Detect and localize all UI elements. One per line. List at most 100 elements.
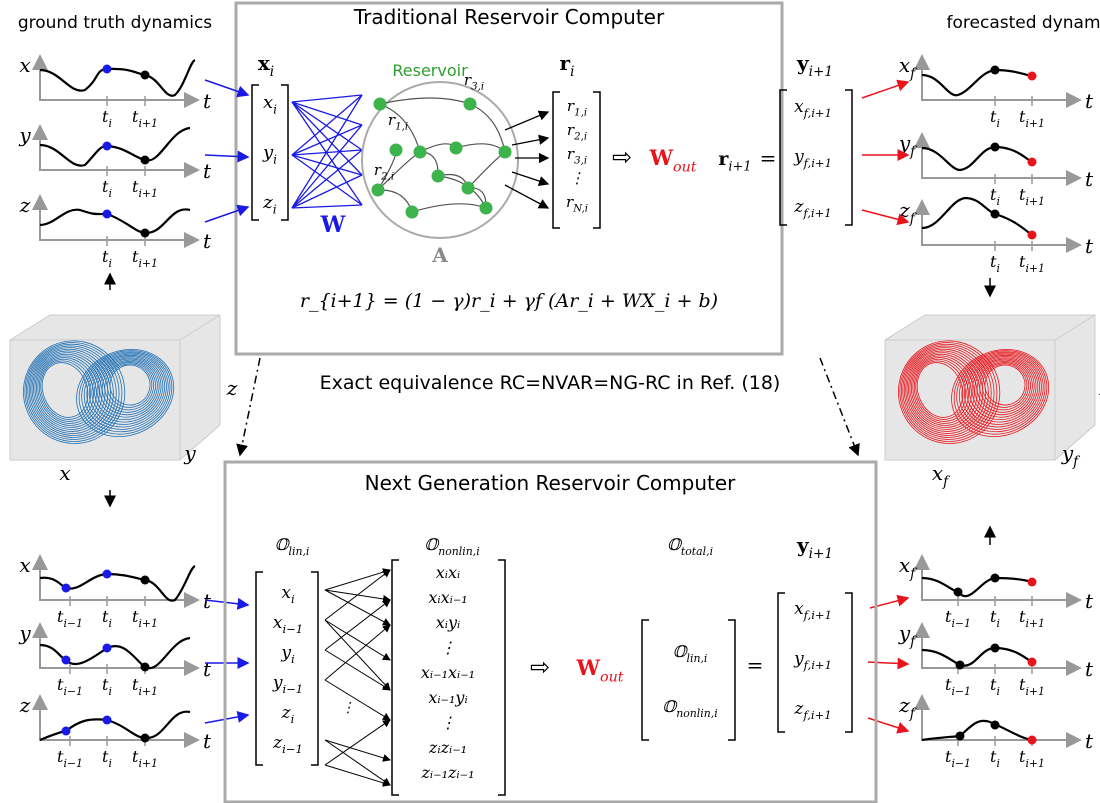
tick-label: ti+1: [1019, 607, 1045, 630]
attractor-3d: x y z: [9, 314, 238, 485]
plot-var-label: zf: [898, 693, 918, 722]
input-weight-edge: [291, 154, 363, 176]
tick-label: ti+1: [1019, 747, 1045, 770]
reservoir-node: [413, 145, 427, 159]
plot-t-label: t: [1085, 729, 1094, 753]
attractors: x y z xf yf zf: [9, 314, 1100, 490]
feature-arrow: [324, 599, 391, 651]
plot-point: [1027, 71, 1037, 81]
plot-curve: [39, 710, 191, 742]
input-weight-edge: [291, 174, 363, 209]
input-bracket-right: [281, 84, 289, 221]
attractor-lobe-right: [953, 350, 1048, 435]
attractor-lobe-left: [898, 340, 1001, 444]
output-label: yi+1: [796, 51, 833, 80]
attractor-lobe-left: [902, 345, 992, 438]
input-weight-edge: [291, 94, 363, 103]
equals-sign: =: [760, 146, 777, 170]
reservoir-node: [373, 97, 387, 111]
total-label: 𝕆total,i: [667, 535, 713, 558]
plot-curve: [39, 126, 191, 167]
attractor-lobe-right: [81, 351, 171, 433]
nonlin-entry: xᵢ₋₁yᵢ: [428, 688, 467, 707]
flow-arrow: [861, 209, 910, 226]
attractor-lobe-left: [906, 350, 984, 432]
lin-entry: yi: [280, 643, 295, 666]
tick-label: ti+1: [132, 675, 158, 698]
nonlin-entry: zᵢzᵢ₋₁: [428, 738, 467, 757]
state-bracket-left: [552, 91, 560, 229]
time-series-plot: y t ti ti+1: [18, 123, 250, 200]
reservoir-node: [479, 201, 493, 215]
attractor-box: [884, 314, 1096, 461]
feature-arrow: [324, 619, 391, 661]
plot-t-label: t: [203, 729, 212, 753]
ngrc-output-entry: zf,i+1: [793, 699, 831, 722]
total-bracket-left: [641, 619, 649, 741]
traditional-rc-title: Traditional Reservoir Computer: [353, 5, 665, 29]
Wout-label: Wout: [648, 145, 696, 175]
output-entry: zf,i+1: [793, 197, 831, 220]
input-weight-edge: [291, 154, 363, 206]
plot-point: [1027, 230, 1037, 240]
feature-arrow: [324, 589, 391, 626]
plot-point: [953, 587, 963, 597]
plot-curve: [39, 636, 191, 670]
ellipsis: ⋮: [341, 700, 355, 716]
plot-axes: [921, 58, 1082, 108]
attractor-lobe-right: [107, 363, 153, 408]
tick-label: ti+1: [132, 747, 158, 770]
plot-curve: [921, 145, 1033, 172]
time-series-plot: z t ti−1 ti ti+1: [19, 693, 250, 770]
time-series-plots: x t ti ti+1 y t ti ti+1 z t ti ti+1 x t ti−1 ti ti+1 y t ti…: [18, 53, 1094, 770]
ground-truth-title: ground truth dynamics: [18, 13, 212, 33]
input-weight-edge: [291, 124, 363, 156]
tick-label: ti: [102, 177, 112, 200]
attractor-lobe-right: [969, 357, 1037, 420]
tick-label: ti+1: [1019, 185, 1045, 208]
input-weight-edge: [291, 94, 363, 209]
plot-point: [990, 142, 1000, 152]
attractor-lobe-right: [94, 357, 162, 420]
plot-point: [102, 64, 112, 74]
plot-curve: [39, 208, 191, 235]
plot-axes: [921, 136, 1082, 186]
r-next-label: ri+1: [718, 148, 751, 175]
state-label: ri: [560, 51, 575, 80]
reservoir-node: [461, 181, 475, 195]
attractor-lobe-right: [951, 349, 1050, 438]
node-label: r1,i: [388, 111, 408, 133]
nonlin-entry: xᵢyᵢ: [436, 613, 461, 632]
plot-point: [1027, 735, 1037, 745]
ngrc-output-entry: yf,i+1: [793, 649, 832, 672]
state-entry: ⋮: [570, 169, 585, 187]
tick-label: ti+1: [1019, 107, 1045, 130]
reservoir-label: Reservoir: [392, 61, 468, 80]
attractor-lobe-left: [903, 347, 989, 436]
plot-t-label: t: [203, 89, 212, 113]
state-entry: rN,i: [566, 193, 588, 215]
plot-t-label: t: [203, 159, 212, 183]
feature-arrow: [324, 569, 391, 621]
attractor-lobe-left: [31, 350, 109, 432]
nonlin-bracket-left: [391, 559, 399, 796]
time-series-plot: zf t ti−1 ti ti+1: [867, 693, 1094, 770]
tick-label: ti: [990, 607, 1000, 630]
attractor-lobe-left: [41, 362, 89, 418]
time-series-plot: xf t ti ti+1: [861, 53, 1094, 130]
attractor-lobe-left: [24, 342, 123, 442]
plot-curve: [39, 58, 196, 97]
plot-point: [1027, 157, 1037, 167]
plot-curve: [921, 719, 1033, 742]
tick-label: ti+1: [1019, 252, 1045, 275]
plot-point: [1027, 657, 1037, 667]
plot-point: [140, 70, 150, 80]
time-series-plot: y t ti−1 ti ti+1: [18, 621, 250, 698]
reservoir-node: [405, 205, 419, 219]
feature-arrow: [324, 739, 391, 786]
tick-label: ti+1: [132, 247, 158, 270]
reservoir-node: [449, 141, 463, 155]
attractor-lobe-left: [40, 360, 92, 420]
attractor-axis-z: z: [226, 376, 238, 400]
tick-label: ti−1: [57, 675, 83, 698]
